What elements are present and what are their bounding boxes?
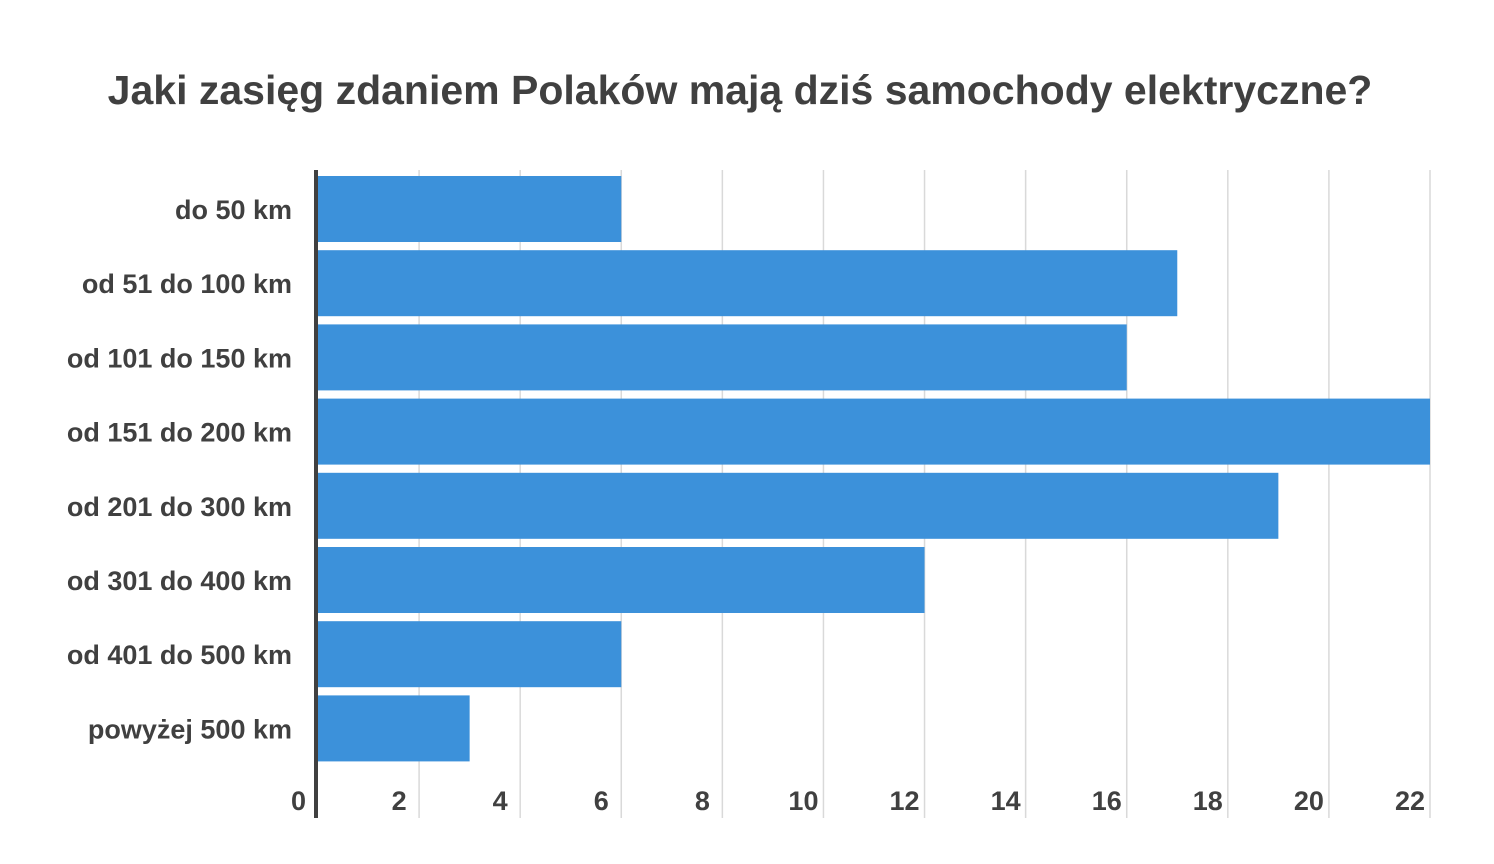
- bar: [318, 547, 925, 613]
- x-tick-label: 16: [1092, 786, 1122, 816]
- bar: [318, 472, 1279, 539]
- x-tick-label: 2: [392, 786, 407, 816]
- chart-title: Jaki zasięg zdaniem Polaków mają dziś sa…: [108, 67, 1373, 113]
- x-tick-label: 22: [1395, 786, 1425, 816]
- x-tick-label: 4: [493, 786, 508, 816]
- x-tick-label: 20: [1294, 786, 1324, 816]
- x-tick-label: 6: [594, 786, 609, 816]
- bar: [318, 621, 622, 688]
- x-tick-label: 18: [1193, 786, 1223, 816]
- x-tick-label: 0: [291, 786, 306, 816]
- x-tick-label: 14: [991, 786, 1021, 816]
- category-label: do 50 km: [175, 195, 292, 225]
- category-label: od 401 do 500 km: [67, 640, 292, 670]
- bar: [318, 398, 1430, 465]
- bar: [318, 250, 1178, 317]
- x-tick-labels: 0 2 4 6 8 10 12 14 16 18 20 22: [291, 786, 1425, 816]
- category-label: od 151 do 200 km: [67, 418, 292, 448]
- x-tick-label: 10: [788, 786, 818, 816]
- category-label: od 201 do 300 km: [67, 492, 292, 522]
- bar: [318, 324, 1127, 391]
- bar: [318, 695, 470, 762]
- category-label: od 101 do 150 km: [67, 343, 292, 373]
- bars: [318, 176, 1430, 762]
- category-labels: do 50 km od 51 do 100 km od 101 do 150 km o…: [67, 195, 292, 744]
- category-label: od 51 do 100 km: [82, 269, 292, 299]
- x-tick-label: 8: [695, 786, 710, 816]
- category-label: powyżej 500 km: [88, 714, 292, 744]
- bar: [318, 176, 622, 242]
- category-label: od 301 do 400 km: [67, 566, 292, 596]
- x-tick-label: 12: [890, 786, 920, 816]
